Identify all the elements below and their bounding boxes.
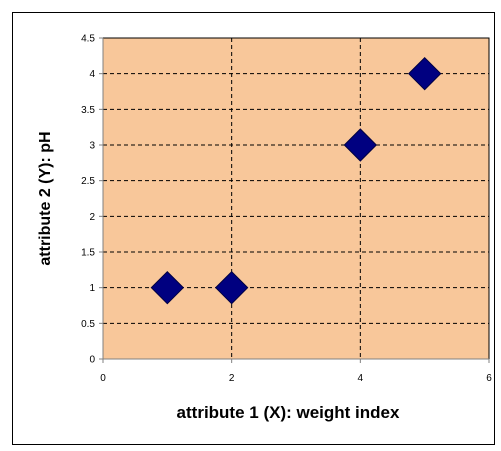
y-tick-label: 0.5: [81, 319, 95, 330]
x-axis-title: attribute 1 (X): weight index: [177, 403, 400, 422]
y-tick-label: 2.5: [81, 176, 95, 187]
tick-labels: 0 0.5 1 1.5 2 2.5 3 3.5 4 4.5 0 2 4 6: [81, 34, 492, 385]
y-tick-label: 3.5: [81, 105, 95, 116]
data-points: [150, 56, 442, 305]
plot-area: [102, 37, 490, 360]
axes: [99, 37, 490, 363]
x-tick-label: 6: [486, 373, 492, 384]
y-tick-label: 4: [89, 69, 95, 80]
data-point: [214, 270, 249, 305]
y-tick-label: 2: [89, 212, 95, 223]
x-tick-label: 0: [100, 373, 106, 384]
data-point: [343, 128, 378, 162]
y-tick-label: 1: [89, 283, 95, 294]
y-tick-label: 4.5: [81, 34, 95, 45]
data-point: [150, 270, 185, 305]
x-tick-label: 4: [358, 373, 364, 384]
y-axis-title: attribute 2 (Y): pH: [37, 131, 54, 265]
y-tick-label: 3: [89, 141, 95, 152]
y-tick-label: 1.5: [81, 248, 95, 259]
x-tick-label: 2: [229, 373, 235, 384]
data-point: [407, 56, 442, 91]
y-tick-label: 0: [89, 355, 95, 366]
